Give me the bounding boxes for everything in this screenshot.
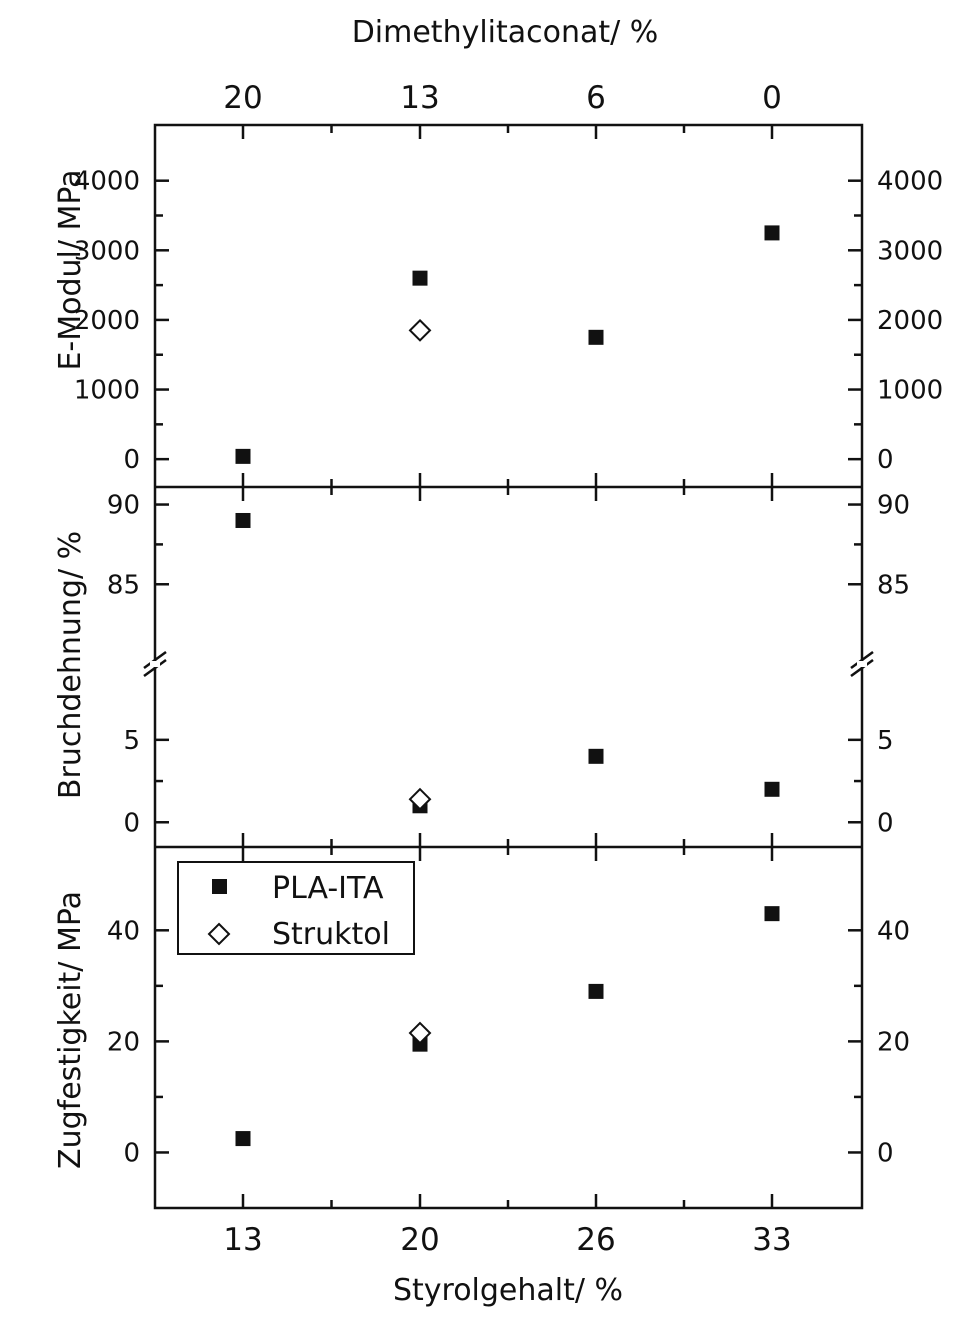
y-tick-label: 4000 — [877, 167, 943, 197]
legend-marker-struktol — [207, 922, 231, 946]
y-tick-label: 5 — [123, 726, 140, 756]
y-tick-label: 20 — [877, 1027, 910, 1057]
bottom-tick-label: 33 — [752, 1222, 791, 1258]
pla-ita-point — [764, 906, 780, 922]
axis-break-right — [850, 650, 874, 678]
y-tick-label: 40 — [877, 916, 910, 946]
legend-label-pla-ita: PLA-ITA — [272, 871, 384, 906]
y-tick-label: 40 — [107, 916, 140, 946]
y-tick-label: 3000 — [74, 236, 140, 266]
y-tick-label: 0 — [123, 445, 140, 475]
legend-label-struktol: Struktol — [272, 917, 390, 952]
top-tick-label: 0 — [762, 80, 782, 116]
panel-3-y-axis-title: Zugfestigkeit/ MPa — [53, 891, 88, 1169]
y-tick-label: 0 — [877, 808, 894, 838]
legend: PLA-ITA Struktol — [177, 861, 415, 955]
top-axis-title: Dimethylitaconat/ % — [352, 15, 659, 50]
pla-ita-point — [235, 1131, 251, 1147]
struktol-point — [408, 787, 432, 811]
pla-ita-point — [764, 781, 780, 797]
y-tick-label: 3000 — [877, 236, 943, 266]
y-tick-label: 0 — [123, 808, 140, 838]
y-tick-label: 85 — [107, 570, 140, 600]
pla-ita-point — [235, 512, 251, 528]
top-tick-label: 13 — [400, 80, 439, 116]
pla-ita-point — [412, 270, 428, 286]
bottom-axis-title: Styrolgehalt/ % — [393, 1273, 623, 1308]
top-tick-label: 20 — [223, 80, 262, 116]
struktol-point — [408, 318, 432, 342]
y-tick-label: 2000 — [74, 306, 140, 336]
panel-2-y-axis-title: Bruchdehnung/ % — [53, 531, 88, 799]
y-tick-label: 0 — [123, 1138, 140, 1168]
pla-ita-point — [588, 748, 604, 764]
pla-ita-point — [588, 329, 604, 345]
top-x-tick-labels: 20 13 6 0 — [223, 80, 782, 116]
y-tick-label: 2000 — [877, 306, 943, 336]
y-tick-label: 90 — [107, 491, 140, 521]
tick-marks — [155, 125, 862, 1208]
pla-ita-point — [235, 448, 251, 464]
struktol-point — [408, 1021, 432, 1045]
data-points — [235, 225, 780, 1147]
y-tick-label: 90 — [877, 491, 910, 521]
plot-frame — [153, 123, 864, 1210]
y-tick-label: 0 — [877, 1138, 894, 1168]
pla-ita-point — [764, 225, 780, 241]
legend-marker-pla-ita — [212, 879, 227, 894]
top-tick-label: 6 — [586, 80, 606, 116]
axis-break-left — [143, 650, 167, 678]
y-tick-label: 5 — [877, 726, 894, 756]
y-tick-label: 1000 — [74, 376, 140, 406]
bottom-tick-label: 26 — [576, 1222, 615, 1258]
pla-ita-point — [588, 983, 604, 999]
y-tick-label: 85 — [877, 570, 910, 600]
y-tick-label: 20 — [107, 1027, 140, 1057]
bottom-x-tick-labels: 13 20 26 33 — [223, 1222, 791, 1258]
bottom-tick-label: 20 — [400, 1222, 439, 1258]
panel-1-y-axis-title: E-Modul/ MPa — [53, 169, 88, 370]
y-tick-label: 4000 — [74, 167, 140, 197]
bottom-tick-label: 13 — [223, 1222, 262, 1258]
y-tick-label: 1000 — [877, 376, 943, 406]
y-tick-label: 0 — [877, 445, 894, 475]
